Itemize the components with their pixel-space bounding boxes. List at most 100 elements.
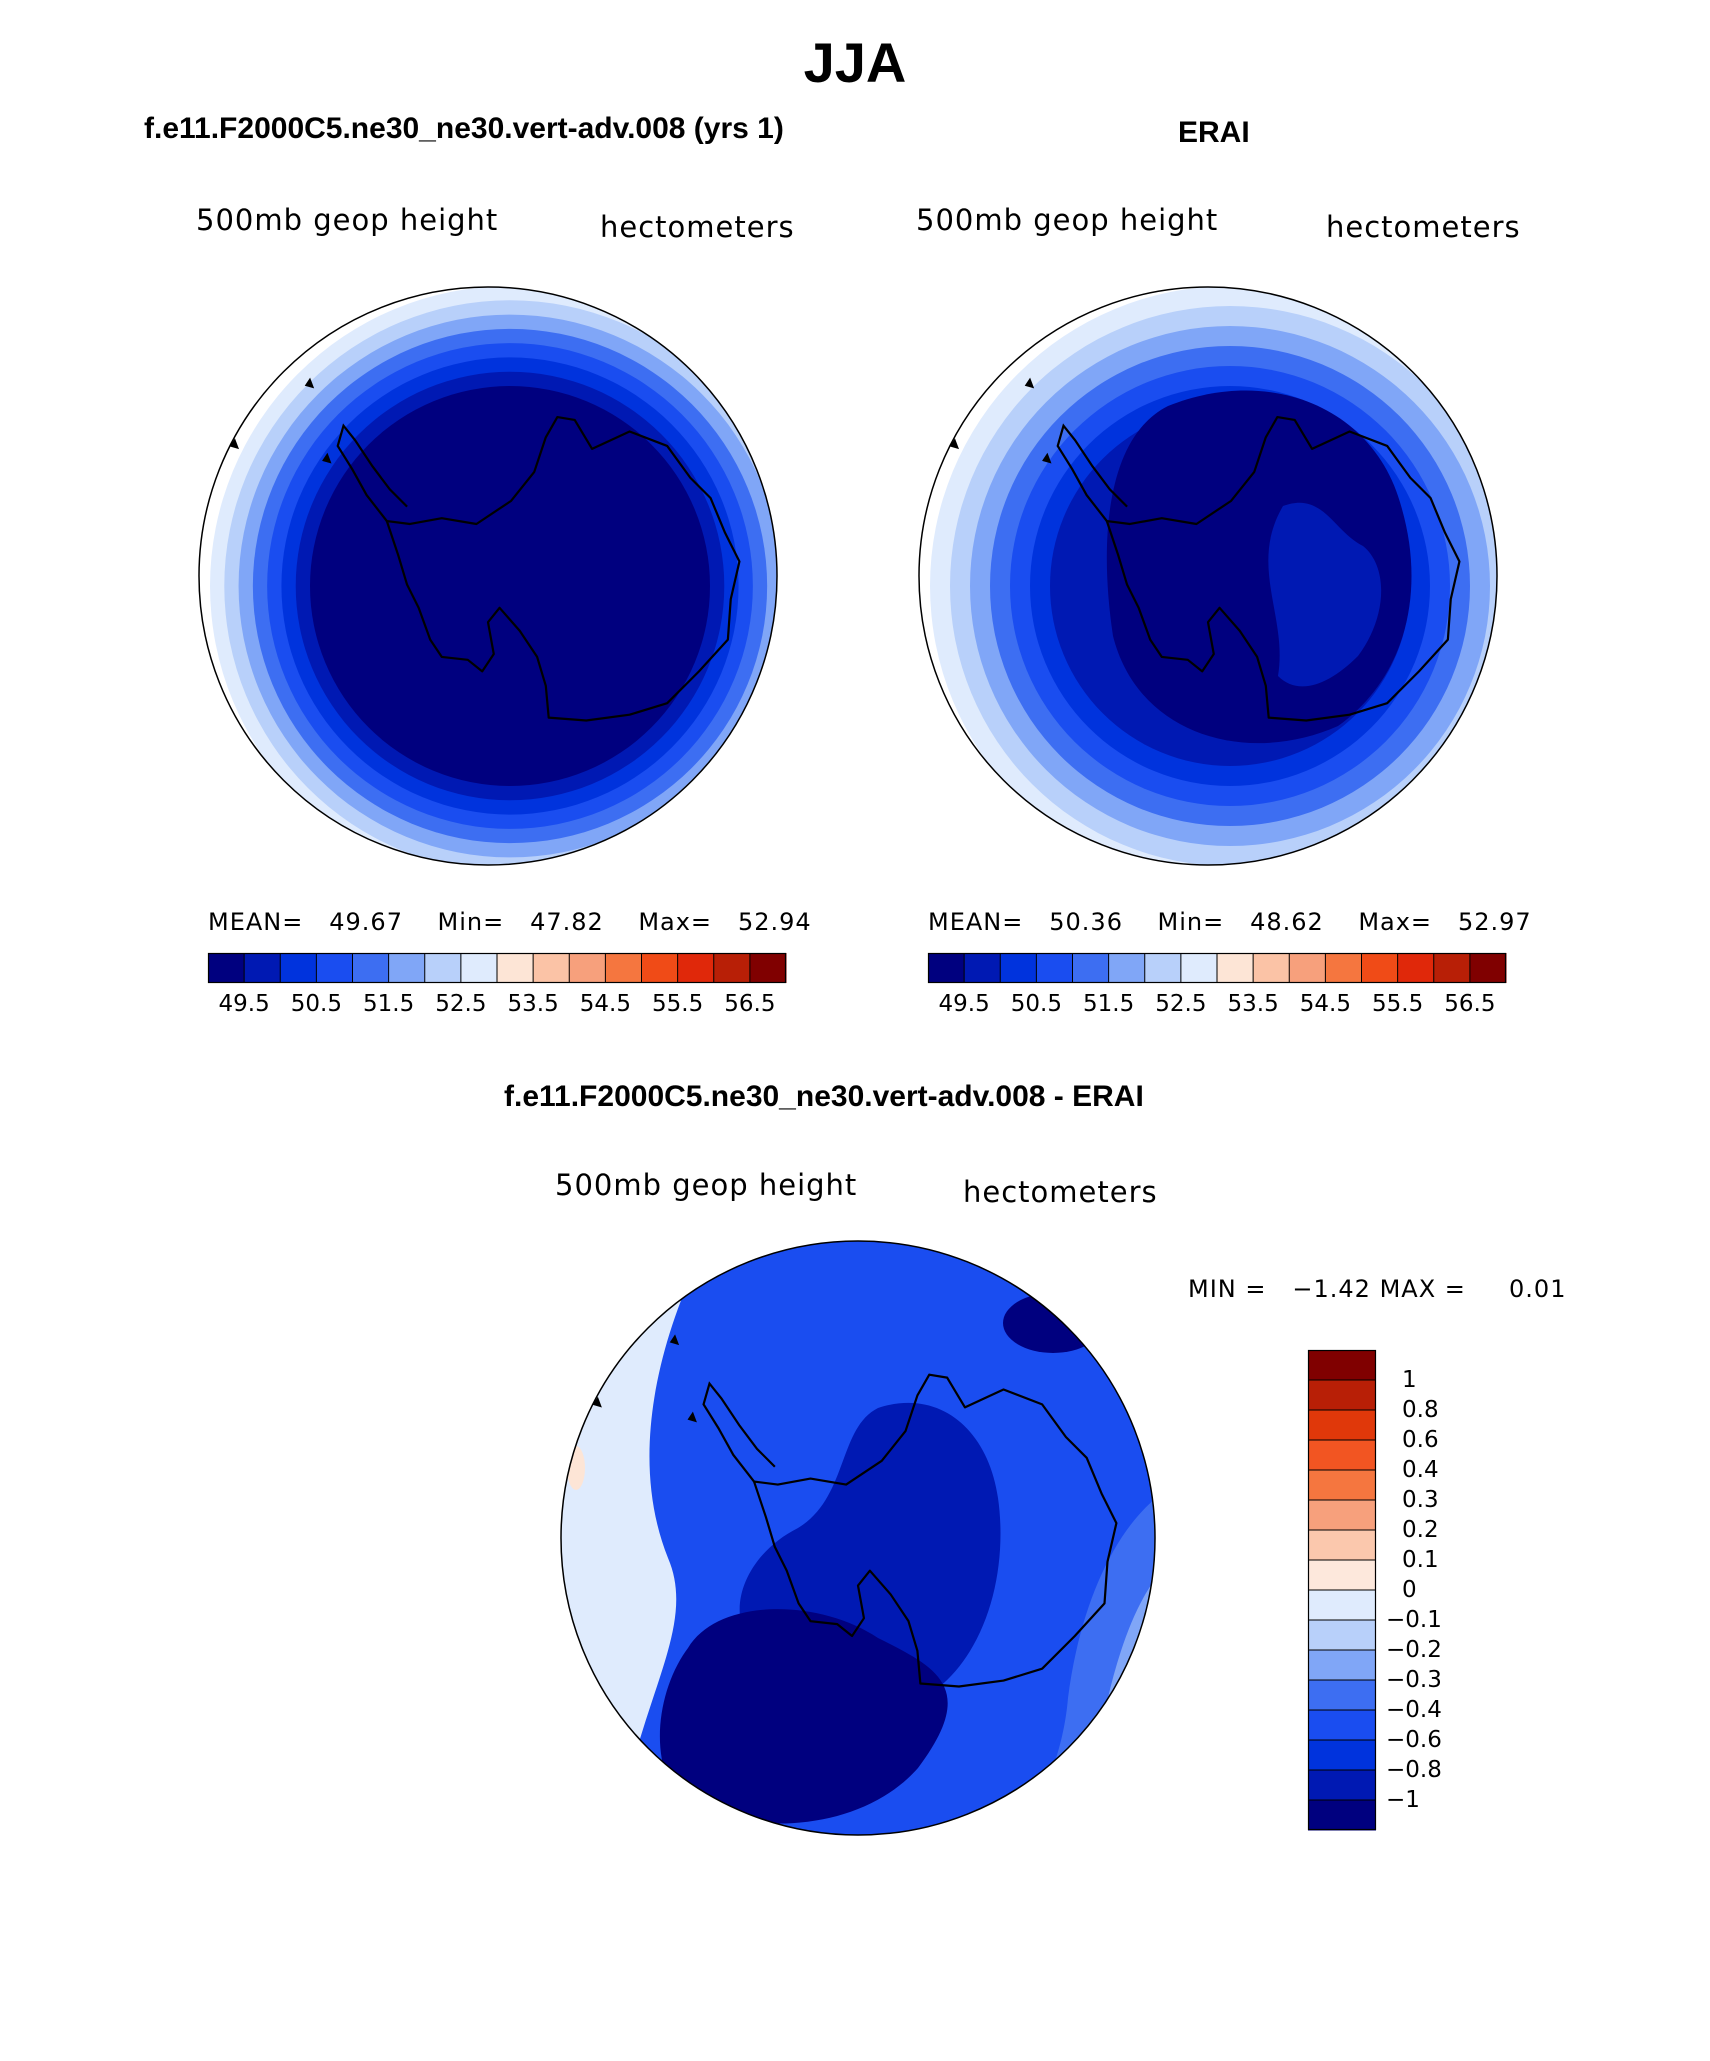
- colorbar-box: [1308, 1650, 1376, 1681]
- colorbar-tick-label: 56.5: [724, 991, 776, 1017]
- max-value: 0.01: [1509, 1275, 1567, 1303]
- figure-title: JJA: [803, 31, 907, 94]
- colorbar-box: [1308, 1500, 1376, 1531]
- colorbar-tick-label: 0.3: [1402, 1487, 1439, 1513]
- peninsula-outline: [336, 423, 408, 522]
- min-value: 48.62: [1250, 908, 1324, 936]
- peninsula-outline: [702, 1381, 776, 1483]
- min-label: MIN =: [1188, 1275, 1267, 1303]
- colorbar-tick-label: 49.5: [938, 991, 990, 1017]
- colorbar-box: [388, 953, 426, 983]
- colorbar-box: [280, 953, 317, 983]
- continent-outline: [1105, 415, 1461, 722]
- colorbar-box: [1397, 953, 1435, 983]
- island-outline: [687, 1411, 697, 1423]
- colorbar-box: [605, 953, 642, 983]
- mean-label: MEAN=: [928, 908, 1024, 936]
- min-value: 47.82: [530, 908, 604, 936]
- continent-outline: [385, 415, 741, 722]
- colorbar-box: [1361, 953, 1399, 983]
- colorbar-box: [352, 953, 390, 983]
- colorbar-box: [1180, 953, 1218, 983]
- colorbar-box: [1108, 953, 1146, 983]
- colorbar-box: [928, 953, 965, 983]
- colorbar-tick-label: −0.4: [1386, 1697, 1442, 1723]
- contour-band: [1268, 502, 1382, 687]
- colorbar-tick-label: 0.6: [1402, 1427, 1439, 1453]
- island-outline: [229, 438, 240, 450]
- island-outline: [949, 438, 960, 450]
- antarctica-coastline: [592, 1334, 1118, 1688]
- panel-diff-units: hectometers: [963, 1175, 1158, 1209]
- mean-label: MEAN=: [208, 908, 304, 936]
- colorbar-box: [1308, 1560, 1376, 1591]
- colorbar-tick-label: −0.8: [1386, 1757, 1442, 1783]
- colorbar-model: [207, 952, 787, 984]
- colorbar-box: [1253, 953, 1290, 983]
- island-outline: [304, 377, 315, 389]
- colorbar-tick-label: 0.8: [1402, 1397, 1439, 1423]
- map-boundary: [198, 286, 778, 866]
- colorbar-frame: [1307, 1349, 1377, 1831]
- colorbar-tick-label: 52.5: [1155, 991, 1207, 1017]
- panel-model-units: hectometers: [600, 210, 795, 244]
- colorbar-tick-label: −0.6: [1386, 1727, 1442, 1753]
- colorbar-tick-label: 54.5: [579, 991, 631, 1017]
- colorbar-tick-label: 50.5: [290, 991, 342, 1017]
- panel-model-title: f.e11.F2000C5.ne30_ne30.vert-adv.008 (yr…: [144, 112, 784, 145]
- colorbar-box: [1308, 1740, 1376, 1771]
- continent-outline: [752, 1373, 1118, 1688]
- max-label: MAX =: [1379, 1275, 1466, 1303]
- colorbar-box: [1308, 1590, 1376, 1621]
- colorbar-box: [424, 953, 462, 983]
- colorbar-diff: [1307, 1349, 1377, 1831]
- colorbar-tick-label: 0.1: [1402, 1547, 1439, 1573]
- max-label: Max=: [638, 908, 713, 936]
- contour-band: [659, 1609, 948, 1824]
- colorbar-tick-label: −1: [1386, 1787, 1420, 1813]
- colorbar-box: [1036, 953, 1073, 983]
- panel-model-stats: MEAN= 49.67 Min= 47.82 Max= 52.94: [208, 908, 812, 936]
- panel-obs-units: hectometers: [1326, 210, 1521, 244]
- antarctica-coastline: [229, 377, 741, 722]
- colorbar-tick-label: 55.5: [1372, 991, 1424, 1017]
- colorbar-box: [1308, 1470, 1376, 1501]
- colorbar-diff-labels: 1 0.8 0.6 0.4 0.3 0.2 0.1 0 −0.1 −0.2 −0.3 −0.4 −0.6…: [1386, 1350, 1506, 1830]
- colorbar-box: [1433, 953, 1471, 983]
- mean-value: 49.67: [329, 908, 403, 936]
- map-model-south-polar: [198, 286, 778, 866]
- panel-model-variable: 500mb geop height: [196, 203, 499, 237]
- colorbar-model-labels: 49.5 50.5 51.5 52.5 53.5 54.5 55.5 56.5: [208, 991, 786, 1021]
- contour-band: [1003, 1293, 1103, 1353]
- peninsula-outline: [1056, 423, 1128, 522]
- contour-band: [310, 386, 710, 786]
- colorbar-obs: [927, 952, 1507, 984]
- colorbar-box: [1469, 953, 1507, 983]
- colorbar-box: [1144, 953, 1182, 983]
- colorbar-box: [1000, 953, 1037, 983]
- colorbar-tick-label: 0: [1402, 1577, 1417, 1603]
- colorbar-box: [1308, 1770, 1376, 1801]
- colorbar-box: [316, 953, 353, 983]
- colorbar-tick-label: −0.3: [1386, 1667, 1442, 1693]
- colorbar-obs-labels: 49.5 50.5 51.5 52.5 53.5 54.5 55.5 56.5: [928, 991, 1506, 1021]
- colorbar-tick-label: 53.5: [507, 991, 559, 1017]
- colorbar-tick-label: 0.2: [1402, 1517, 1439, 1543]
- colorbar-box: [1308, 1350, 1376, 1381]
- colorbar-tick-label: 54.5: [1299, 991, 1351, 1017]
- colorbar-tick-label: 51.5: [363, 991, 415, 1017]
- colorbar-tick-label: 53.5: [1227, 991, 1279, 1017]
- panel-diff-title: f.e11.F2000C5.ne30_ne30.vert-adv.008 - E…: [504, 1080, 1144, 1113]
- colorbar-frame: [927, 952, 1507, 984]
- island-outline: [1024, 377, 1035, 389]
- colorbar-box: [641, 953, 679, 983]
- min-value: −1.42: [1292, 1275, 1371, 1303]
- colorbar-tick-label: −0.2: [1386, 1637, 1442, 1663]
- panel-diff-stats: MIN = −1.42 MAX = 0.01: [1188, 1275, 1566, 1303]
- island-outline: [592, 1396, 602, 1408]
- colorbar-box: [244, 953, 281, 983]
- mean-value: 50.36: [1049, 908, 1123, 936]
- colorbar-tick-label: 51.5: [1083, 991, 1135, 1017]
- colorbar-box: [749, 953, 787, 983]
- island-outline: [669, 1334, 680, 1346]
